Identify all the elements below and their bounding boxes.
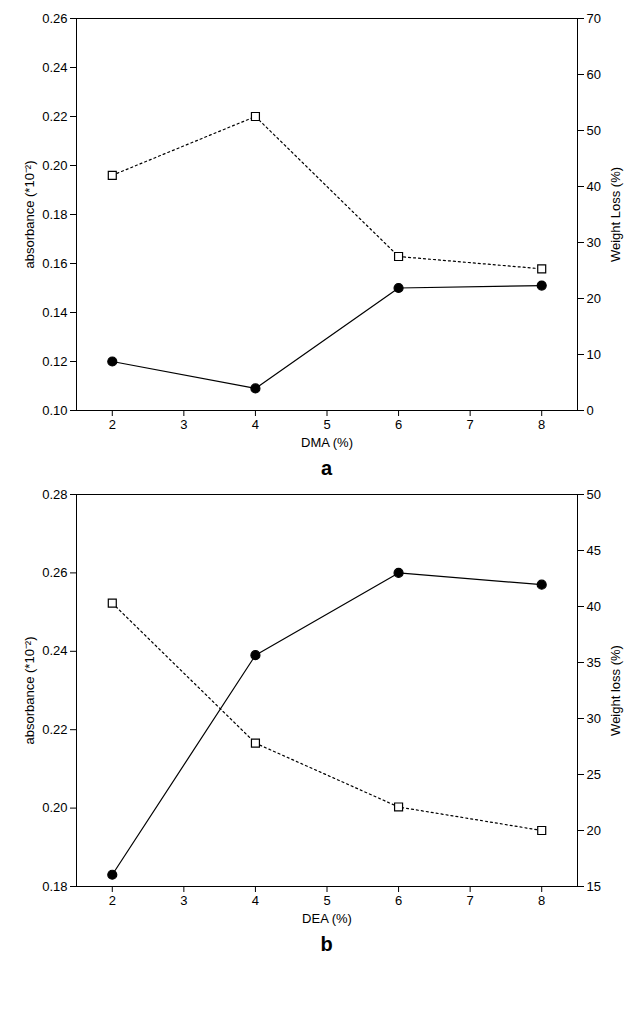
svg-text:4: 4 xyxy=(252,417,259,432)
svg-text:0.26: 0.26 xyxy=(42,565,67,580)
svg-text:8: 8 xyxy=(538,893,545,908)
svg-text:DMA (%): DMA (%) xyxy=(301,435,353,450)
svg-text:0.18: 0.18 xyxy=(42,207,67,222)
svg-text:15: 15 xyxy=(587,879,601,894)
svg-text:45: 45 xyxy=(587,543,601,558)
svg-text:5: 5 xyxy=(323,893,330,908)
svg-text:0.22: 0.22 xyxy=(42,109,67,124)
svg-text:2: 2 xyxy=(109,417,116,432)
html-text:a: a xyxy=(320,457,333,479)
svg-text:Weight loss (%): Weight loss (%) xyxy=(608,645,623,736)
html-text:b: b xyxy=(320,933,333,955)
svg-text:0.22: 0.22 xyxy=(42,722,67,737)
svg-text:20: 20 xyxy=(587,823,601,838)
svg-text:DEA (%): DEA (%) xyxy=(302,911,352,926)
svg-text:70: 70 xyxy=(587,11,601,26)
svg-text:25: 25 xyxy=(587,767,601,782)
svg-text:0.16: 0.16 xyxy=(42,256,67,271)
svg-text:absorbance (*10⁻²): absorbance (*10⁻²) xyxy=(22,160,37,268)
svg-text:7: 7 xyxy=(467,893,474,908)
svg-text:50: 50 xyxy=(587,487,601,502)
svg-text:6: 6 xyxy=(395,417,402,432)
svg-text:30: 30 xyxy=(587,235,601,250)
svg-text:0.28: 0.28 xyxy=(42,487,67,502)
svg-text:4: 4 xyxy=(252,893,259,908)
svg-text:0.20: 0.20 xyxy=(42,158,67,173)
svg-text:40: 40 xyxy=(587,599,601,614)
svg-text:0.14: 0.14 xyxy=(42,305,67,320)
svg-text:5: 5 xyxy=(323,417,330,432)
svg-text:7: 7 xyxy=(467,417,474,432)
svg-text:absorbance (*10⁻²): absorbance (*10⁻²) xyxy=(22,636,37,744)
svg-text:3: 3 xyxy=(180,417,187,432)
svg-text:0.20: 0.20 xyxy=(42,800,67,815)
svg-text:8: 8 xyxy=(538,417,545,432)
svg-text:Weight Loss (%): Weight Loss (%) xyxy=(608,167,623,262)
svg-text:2: 2 xyxy=(109,893,116,908)
svg-text:0.12: 0.12 xyxy=(42,354,67,369)
svg-text:35: 35 xyxy=(587,655,601,670)
svg-text:0.10: 0.10 xyxy=(42,403,67,418)
svg-text:50: 50 xyxy=(587,123,601,138)
svg-text:10: 10 xyxy=(587,347,601,362)
svg-text:0: 0 xyxy=(587,403,594,418)
svg-text:60: 60 xyxy=(587,67,601,82)
svg-text:0.26: 0.26 xyxy=(42,11,67,26)
svg-text:0.24: 0.24 xyxy=(42,643,67,658)
svg-text:40: 40 xyxy=(587,179,601,194)
svg-text:0.18: 0.18 xyxy=(42,879,67,894)
svg-text:3: 3 xyxy=(180,893,187,908)
svg-text:20: 20 xyxy=(587,291,601,306)
svg-text:30: 30 xyxy=(587,711,601,726)
svg-text:0.24: 0.24 xyxy=(42,60,67,75)
svg-text:6: 6 xyxy=(395,893,402,908)
